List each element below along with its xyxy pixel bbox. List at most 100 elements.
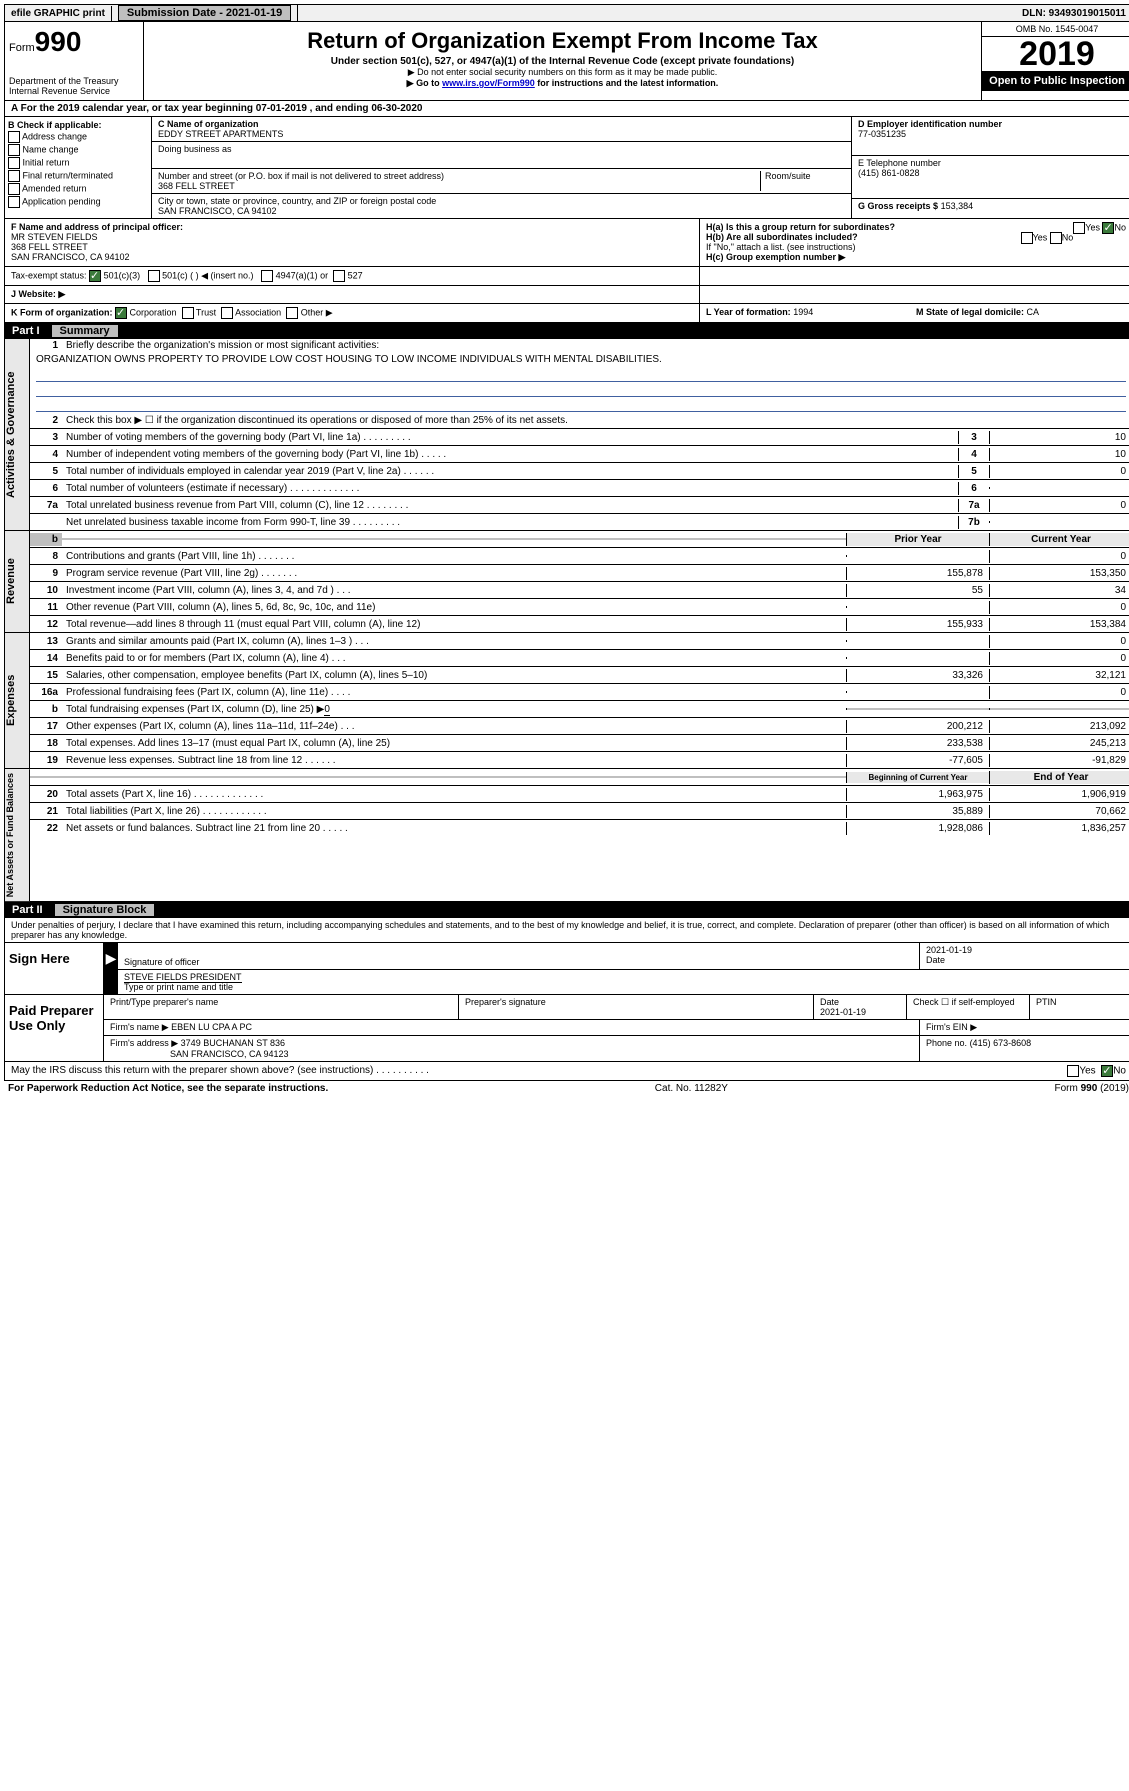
col-prior-year: Prior Year [846,533,989,546]
note-goto: ▶ Go to www.irs.gov/Form990 for instruct… [148,78,977,89]
check-other[interactable] [286,307,298,319]
street-address: 368 FELL STREET [158,181,235,191]
hb-no[interactable] [1050,232,1062,244]
check-527[interactable] [333,270,345,282]
mission-text: ORGANIZATION OWNS PROPERTY TO PROVIDE LO… [30,352,1129,367]
section-identity: B Check if applicable: Address change Na… [4,117,1129,219]
note-ssn: ▶ Do not enter social security numbers o… [148,67,977,78]
col-beginning: Beginning of Current Year [846,772,989,783]
check-initial-return[interactable]: Initial return [8,157,148,169]
preparer-name-label: Print/Type preparer's name [104,995,459,1019]
irs-label: Internal Revenue Service [9,86,139,96]
mission-line [36,382,1126,397]
perjury-statement: Under penalties of perjury, I declare th… [4,918,1129,943]
discuss-row: May the IRS discuss this return with the… [4,1062,1129,1081]
check-501c[interactable] [148,270,160,282]
phone-value: (415) 861-0828 [858,168,920,178]
open-to-public: Open to Public Inspection [982,71,1129,91]
ptin-label: PTIN [1030,995,1129,1019]
gross-receipts-cell: G Gross receipts $ 153,384 [852,199,1129,213]
paid-preparer-section: Paid Preparer Use Only Print/Type prepar… [4,995,1129,1062]
part-2-header: Part II Signature Block [4,902,1129,918]
line-16b: Total fundraising expenses (Part IX, col… [62,703,846,716]
row-a-period: A For the 2019 calendar year, or tax yea… [4,101,1129,117]
efile-label: efile GRAPHIC print [5,6,112,21]
sign-here-label: Sign Here [5,943,104,994]
header-right: OMB No. 1545-0047 2019 Open to Public In… [981,22,1129,100]
val-4: 10 [989,448,1129,461]
form-number: Form990 [9,26,139,58]
net-assets-section: Net Assets or Fund Balances Beginning of… [4,769,1129,902]
form-subtitle: Under section 501(c), 527, or 4947(a)(1)… [148,56,977,67]
check-association[interactable] [221,307,233,319]
arrow-icon: ▶ [104,943,118,994]
col-current-year: Current Year [989,533,1129,546]
footer-left: For Paperwork Reduction Act Notice, see … [8,1083,328,1094]
form-title: Return of Organization Exempt From Incom… [148,28,977,54]
paid-preparer-label: Paid Preparer Use Only [5,995,104,1061]
side-revenue: Revenue [5,531,30,632]
check-trust[interactable] [182,307,194,319]
dept-label: Department of the Treasury [9,76,139,86]
row-f-h: F Name and address of principal officer:… [4,219,1129,267]
tax-year: 2019 [982,37,1129,71]
self-employed-check[interactable]: Check ☐ if self-employed [907,995,1030,1019]
footer-right: Form 990 (2019) [1055,1083,1129,1094]
box-k: K Form of organization: Corporation Trus… [5,304,700,322]
box-b: B Check if applicable: Address change Na… [5,117,152,218]
gross-receipts-value: 153,384 [941,201,974,211]
dln-label: DLN: 93493019015011 [1016,6,1129,21]
check-address-change[interactable]: Address change [8,131,148,143]
val-6 [989,487,1129,489]
mission-line [36,397,1126,412]
discuss-yes[interactable] [1067,1065,1079,1077]
sig-date: 2021-01-19 [926,945,972,955]
firm-addr: 3749 BUCHANAN ST 836 [181,1038,285,1048]
ha-yes[interactable] [1073,222,1085,234]
val-7a: 0 [989,499,1129,512]
check-app-pending[interactable]: Application pending [8,196,148,208]
org-name: EDDY STREET APARTMENTS [158,129,283,139]
preparer-date: Date2021-01-19 [814,995,907,1019]
ein-cell: D Employer identification number 77-0351… [852,117,1129,156]
check-4947[interactable] [261,270,273,282]
preparer-sig-label: Preparer's signature [459,995,814,1019]
year-formation: 1994 [793,307,813,317]
footer-mid: Cat. No. 11282Y [655,1083,728,1094]
line-2: Check this box ▶ ☐ if the organization d… [62,414,1129,427]
firm-name: EBEN LU CPA A PC [171,1022,252,1032]
ha-no[interactable] [1102,222,1114,234]
val-3: 10 [989,431,1129,444]
box-h: H(a) Is this a group return for subordin… [700,219,1129,266]
revenue-section: Revenue bPrior YearCurrent Year 8Contrib… [4,531,1129,633]
check-amended[interactable]: Amended return [8,183,148,195]
header-left: Form990 Department of the Treasury Inter… [5,22,144,100]
firm-ein-label: Firm's EIN ▶ [920,1020,1129,1035]
top-bar: efile GRAPHIC print Submission Date - 20… [4,4,1129,22]
discuss-no[interactable] [1101,1065,1113,1077]
governance-section: Activities & Governance 1Briefly describ… [4,339,1129,531]
org-name-cell: C Name of organization EDDY STREET APART… [152,117,851,142]
check-final-return[interactable]: Final return/terminated [8,170,148,182]
check-name-change[interactable]: Name change [8,144,148,156]
val-7b [989,521,1129,523]
irs-link[interactable]: www.irs.gov/Form990 [442,78,535,88]
row-klm: K Form of organization: Corporation Trus… [4,304,1129,323]
city-state-zip: SAN FRANCISCO, CA 94102 [158,206,277,216]
row-website: J Website: ▶ [4,286,1129,304]
ein-value: 77-0351235 [858,129,906,139]
side-net-assets: Net Assets or Fund Balances [5,769,30,901]
mission-line [36,367,1126,382]
check-corporation[interactable] [115,307,127,319]
dba-cell: Doing business as [152,142,851,169]
form-header: Form990 Department of the Treasury Inter… [4,22,1129,101]
expenses-section: Expenses 13Grants and similar amounts pa… [4,633,1129,769]
sign-here-section: Sign Here ▶ Signature of officer 2021-01… [4,943,1129,995]
state-domicile: CA [1027,307,1040,317]
check-501c3[interactable] [89,270,101,282]
header-mid: Return of Organization Exempt From Incom… [144,22,981,100]
room-suite-label: Room/suite [760,171,845,191]
line-1-label: Briefly describe the organization's miss… [62,339,1129,352]
hb-yes[interactable] [1021,232,1033,244]
footer: For Paperwork Reduction Act Notice, see … [4,1081,1129,1096]
